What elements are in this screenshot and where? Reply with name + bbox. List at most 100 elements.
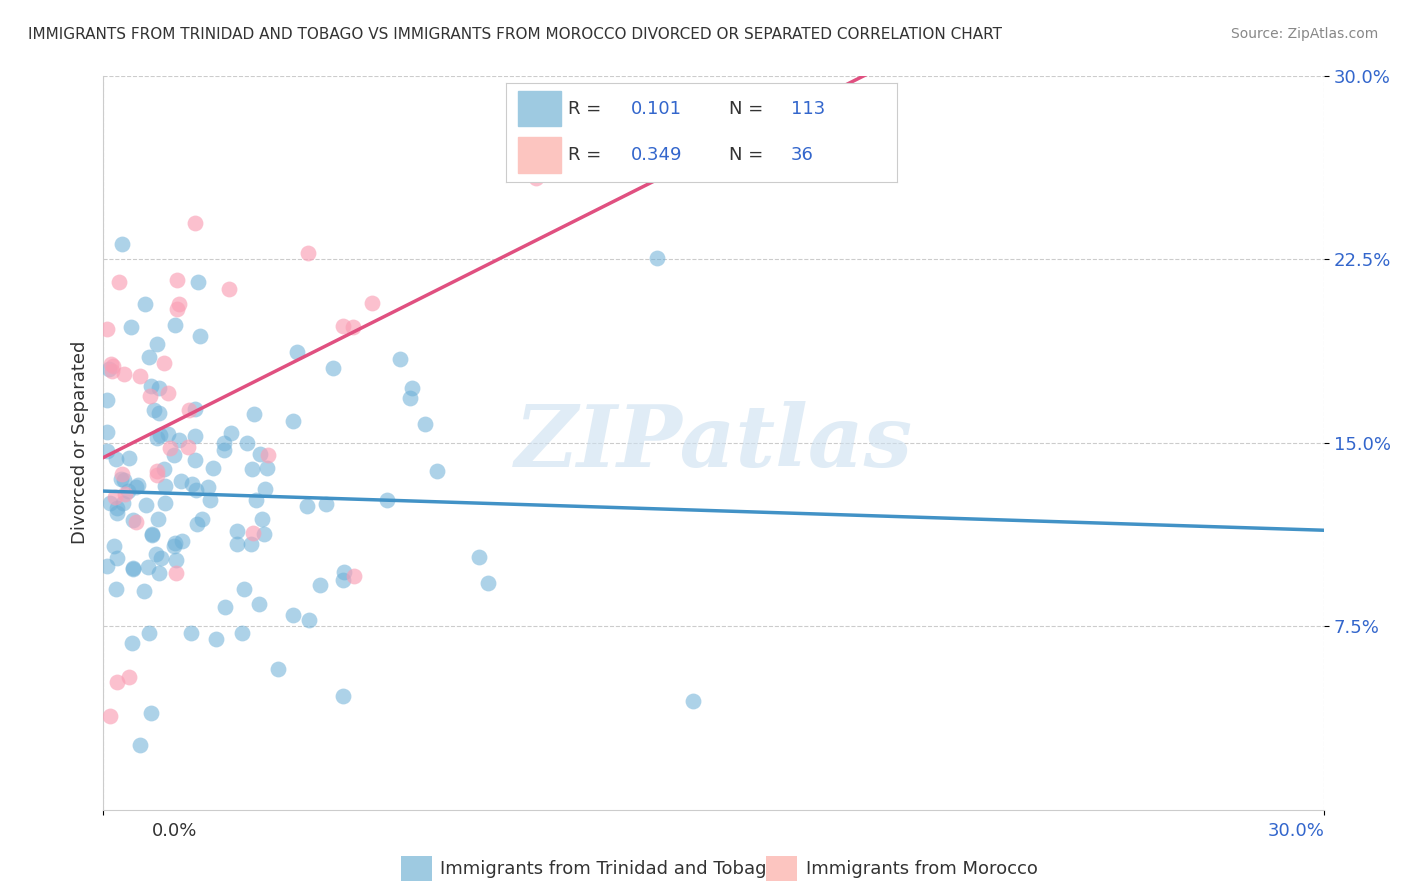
Point <box>295 500 318 514</box>
Text: ZIPatlas: ZIPatlas <box>515 401 912 484</box>
Point <box>212 442 235 457</box>
Point <box>645 251 668 265</box>
Point <box>98 709 121 723</box>
Point <box>287 345 309 359</box>
Point <box>322 361 344 376</box>
Point <box>177 403 200 417</box>
Point <box>103 540 125 554</box>
Point <box>426 464 449 478</box>
Point <box>221 426 243 441</box>
Point <box>253 482 276 496</box>
Point <box>190 329 212 343</box>
Point <box>361 295 384 310</box>
Point <box>118 450 141 465</box>
Point <box>205 632 228 647</box>
Point <box>184 429 207 443</box>
Point <box>149 428 172 442</box>
Point <box>156 426 179 441</box>
Point <box>125 480 148 494</box>
Point <box>198 493 221 508</box>
Point <box>122 562 145 576</box>
Point <box>342 319 364 334</box>
Point <box>129 369 152 384</box>
Point <box>247 597 270 611</box>
Point <box>146 431 169 445</box>
Point <box>169 475 191 489</box>
Point <box>143 402 166 417</box>
Point <box>101 359 124 373</box>
Point <box>165 566 187 580</box>
Y-axis label: Divorced or Separated: Divorced or Separated <box>72 341 89 544</box>
Point <box>398 391 420 405</box>
Point <box>121 561 143 575</box>
Point <box>401 381 423 395</box>
Point <box>184 216 207 230</box>
Point <box>212 436 235 450</box>
Point <box>166 273 188 287</box>
Point <box>332 319 354 334</box>
Point <box>233 582 256 597</box>
Point <box>128 739 150 753</box>
Point <box>100 357 122 371</box>
Point <box>181 477 204 491</box>
Point <box>121 635 143 649</box>
Point <box>118 670 141 684</box>
Point <box>245 492 267 507</box>
Point <box>240 462 263 476</box>
Point <box>165 318 187 333</box>
Text: 0.0%: 0.0% <box>152 822 197 840</box>
Point <box>105 506 128 520</box>
Point <box>682 694 704 708</box>
Point <box>145 547 167 561</box>
Point <box>225 537 247 551</box>
Point <box>343 568 366 582</box>
Point <box>96 322 118 336</box>
Point <box>153 462 176 476</box>
Point <box>98 362 121 376</box>
Point <box>153 496 176 510</box>
Point <box>477 576 499 591</box>
Point <box>107 275 129 289</box>
Point <box>159 441 181 455</box>
Point <box>148 566 170 581</box>
Point <box>110 472 132 486</box>
Point <box>138 626 160 640</box>
Point <box>231 625 253 640</box>
Text: Immigrants from Trinidad and Tobago: Immigrants from Trinidad and Tobago <box>440 860 778 878</box>
Point <box>96 393 118 408</box>
Point <box>165 553 187 567</box>
Point <box>315 497 337 511</box>
Point <box>281 607 304 622</box>
Point <box>111 467 134 481</box>
Point <box>117 483 139 498</box>
Point <box>225 524 247 538</box>
Point <box>388 351 411 366</box>
Point <box>298 613 321 627</box>
Point <box>218 283 240 297</box>
Point <box>176 440 198 454</box>
Point <box>146 512 169 526</box>
Point <box>121 513 143 527</box>
Point <box>252 526 274 541</box>
Point <box>332 689 354 703</box>
Point <box>332 565 354 579</box>
Point <box>184 402 207 417</box>
Point <box>153 356 176 370</box>
Point <box>112 368 135 382</box>
Point <box>104 490 127 504</box>
Point <box>96 559 118 574</box>
Point <box>112 496 135 510</box>
Point <box>111 237 134 252</box>
Point <box>186 516 208 531</box>
Point <box>184 452 207 467</box>
Point <box>267 662 290 676</box>
Point <box>187 275 209 289</box>
Text: 30.0%: 30.0% <box>1268 822 1324 840</box>
Point <box>167 297 190 311</box>
Point <box>309 578 332 592</box>
Point <box>112 473 135 487</box>
Point <box>120 319 142 334</box>
Point <box>281 414 304 428</box>
Point <box>163 448 186 462</box>
Point <box>413 417 436 431</box>
